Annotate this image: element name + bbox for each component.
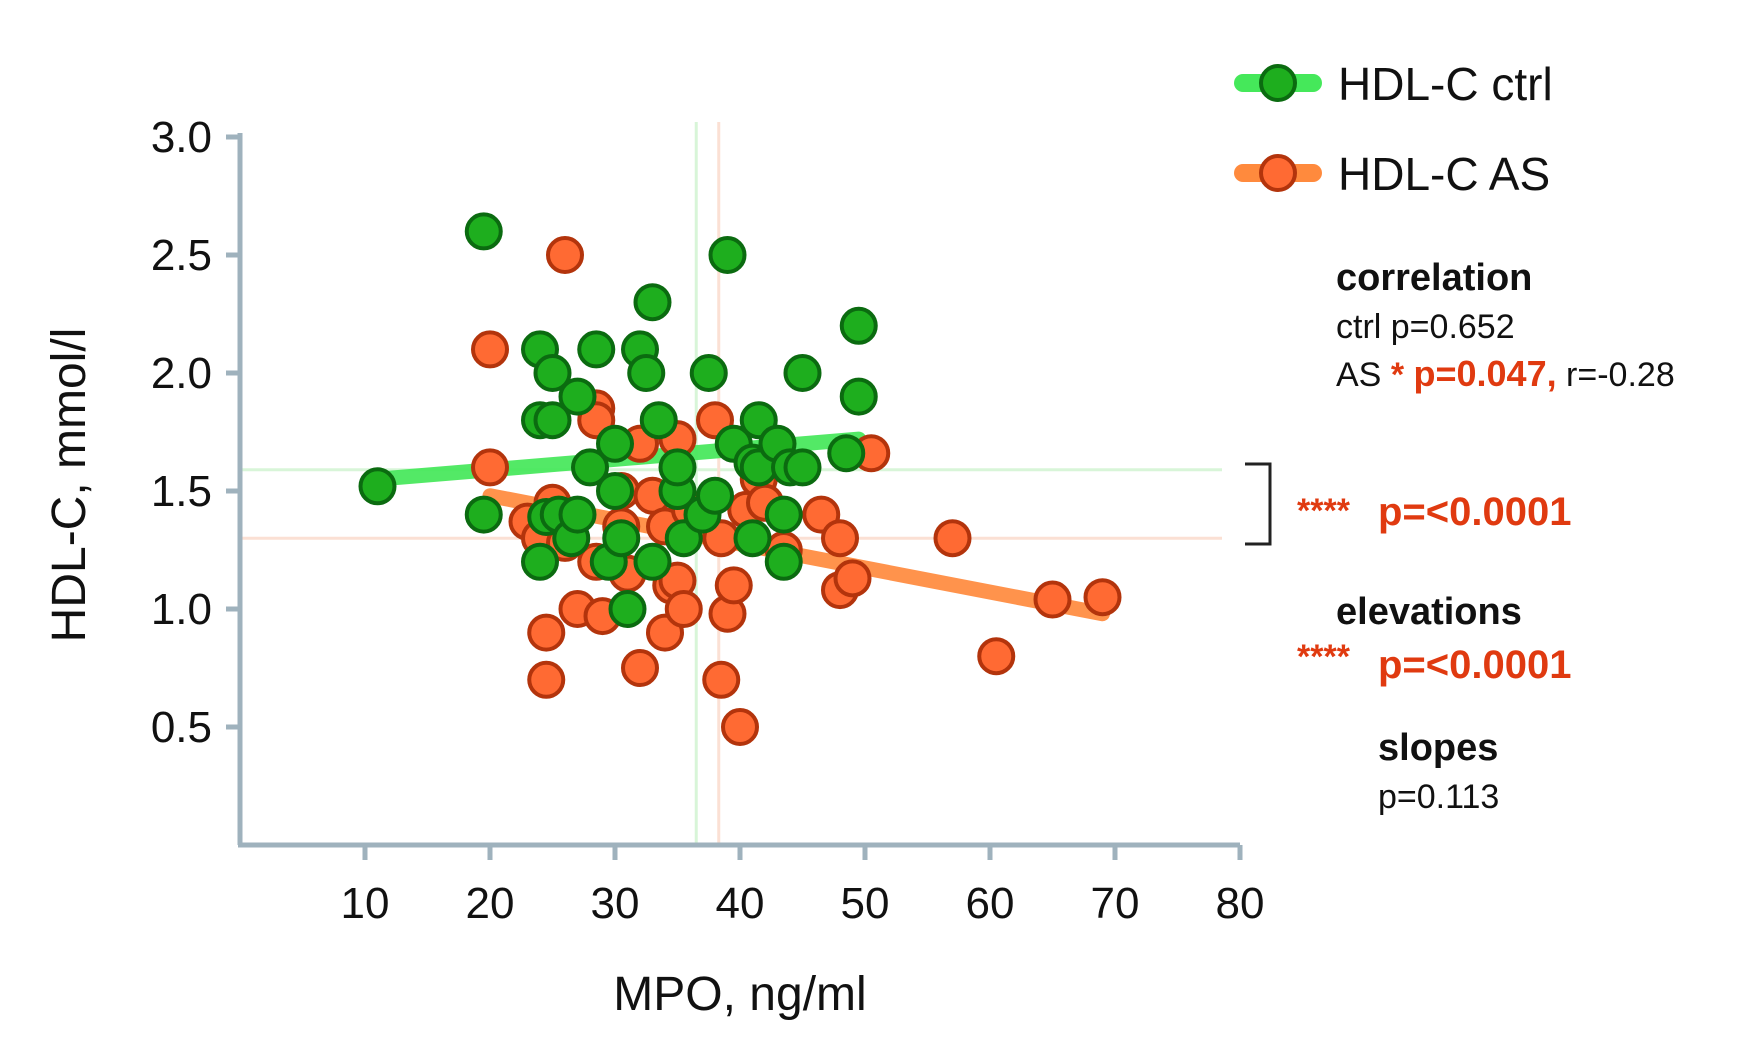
ctrl-correlation: ctrl p=0.652 bbox=[1336, 308, 1515, 346]
ctrl-data-point bbox=[558, 495, 597, 534]
as-data-point bbox=[527, 613, 566, 652]
legend-as-label: HDL-C AS bbox=[1338, 148, 1550, 200]
as-correlation-star: * bbox=[1391, 356, 1414, 394]
ctrl-data-point bbox=[783, 354, 822, 392]
ctrl-data-point bbox=[464, 212, 503, 251]
x-ticks: 10 20 30 40 50 60 70 80 bbox=[341, 845, 1265, 928]
ctrl-data-point bbox=[571, 448, 609, 487]
x-axis-title: MPO, ng/ml bbox=[613, 968, 866, 1021]
x-tick-label: 60 bbox=[966, 879, 1015, 928]
as-data-point bbox=[621, 649, 659, 687]
ctrl-data-point bbox=[783, 448, 822, 487]
legend-as-marker bbox=[1259, 154, 1297, 192]
as-data-point bbox=[721, 708, 759, 746]
ctrl-data-point bbox=[627, 354, 666, 392]
elevations-stars: **** bbox=[1297, 638, 1351, 676]
as-data-point bbox=[833, 559, 872, 598]
x-tick-label: 10 bbox=[341, 879, 390, 928]
ctrl-data-point bbox=[608, 590, 647, 628]
ctrl-data-point bbox=[764, 542, 803, 581]
y-tick-label: 2.5 bbox=[151, 231, 212, 280]
y-tick-label: 1.5 bbox=[151, 467, 212, 516]
ctrl-points-group bbox=[358, 212, 878, 628]
as-data-point bbox=[471, 330, 509, 369]
ctrl-data-point bbox=[577, 330, 616, 369]
y-axis-title: HDL-C, mmol/l bbox=[43, 328, 96, 643]
ctrl-data-point bbox=[602, 519, 641, 558]
elevations-title: elevations bbox=[1336, 591, 1522, 633]
as-data-point bbox=[1083, 578, 1122, 617]
y-tick-label: 2.0 bbox=[151, 349, 212, 398]
x-tick-label: 20 bbox=[466, 879, 515, 928]
ctrl-data-point bbox=[521, 542, 559, 581]
y-tick-label: 1.0 bbox=[151, 585, 212, 634]
ctrl-data-point bbox=[764, 495, 803, 534]
as-data-point bbox=[527, 660, 566, 699]
legend-ctrl-label: HDL-C ctrl bbox=[1338, 58, 1553, 110]
as-data-point bbox=[702, 660, 741, 699]
bracket-stars: **** bbox=[1297, 492, 1351, 530]
ctrl-data-point bbox=[533, 354, 572, 392]
as-data-point bbox=[714, 566, 753, 605]
correlation-title: correlation bbox=[1336, 257, 1532, 299]
as-data-point bbox=[471, 448, 509, 487]
as-data-point bbox=[546, 236, 584, 274]
elevations-p: p=<0.0001 bbox=[1378, 643, 1572, 687]
x-tick-label: 70 bbox=[1091, 879, 1140, 928]
as-data-point bbox=[821, 519, 859, 558]
ctrl-data-point bbox=[596, 472, 634, 510]
as-data-point bbox=[977, 637, 1016, 676]
ctrl-data-point bbox=[733, 519, 772, 558]
bracket-p: p=<0.0001 bbox=[1378, 490, 1572, 534]
slopes-title: slopes bbox=[1378, 727, 1498, 769]
as-data-point bbox=[933, 519, 972, 558]
ctrl-data-point bbox=[689, 354, 728, 392]
ctrl-data-point bbox=[839, 306, 878, 345]
ctrl-data-point bbox=[358, 467, 397, 506]
ctrl-data-point bbox=[533, 401, 572, 440]
legend: HDL-C ctrl HDL-C AS bbox=[1234, 58, 1553, 200]
ctrl-data-point bbox=[639, 401, 678, 440]
ctrl-data-point bbox=[839, 377, 878, 416]
as-data-point bbox=[1033, 580, 1072, 619]
ctrl-data-point bbox=[827, 434, 866, 473]
legend-ctrl-marker bbox=[1259, 64, 1297, 102]
as-correlation-r: r=-0.28 bbox=[1557, 356, 1675, 394]
as-data-point bbox=[664, 590, 703, 628]
ctrl-data-point bbox=[558, 377, 597, 416]
x-tick-label: 50 bbox=[841, 879, 890, 928]
slopes-p: p=0.113 bbox=[1378, 778, 1499, 816]
as-points-group bbox=[471, 236, 1122, 746]
as-correlation-prefix: AS bbox=[1336, 356, 1391, 394]
x-tick-label: 40 bbox=[716, 879, 765, 928]
y-ticks: 0.5 1.0 1.5 2.0 2.5 3.0 bbox=[151, 113, 240, 752]
y-tick-label: 0.5 bbox=[151, 703, 212, 752]
ctrl-data-point bbox=[708, 236, 747, 274]
ctrl-data-point bbox=[596, 424, 634, 463]
as-correlation-p: p=0.047, bbox=[1414, 353, 1557, 394]
significance-bracket bbox=[1245, 462, 1272, 546]
ctrl-data-point bbox=[633, 283, 672, 322]
y-tick-label: 3.0 bbox=[151, 113, 212, 162]
x-tick-label: 30 bbox=[591, 879, 640, 928]
ctrl-data-point bbox=[658, 448, 697, 487]
stats-panel: correlation ctrl p=0.652 AS * p=0.047, r… bbox=[1245, 257, 1675, 816]
as-correlation: AS * p=0.047, r=-0.28 bbox=[1336, 353, 1675, 394]
ctrl-data-point bbox=[633, 542, 672, 581]
ctrl-data-point bbox=[464, 495, 503, 534]
ctrl-data-point bbox=[696, 476, 734, 515]
x-tick-label: 80 bbox=[1216, 879, 1265, 928]
